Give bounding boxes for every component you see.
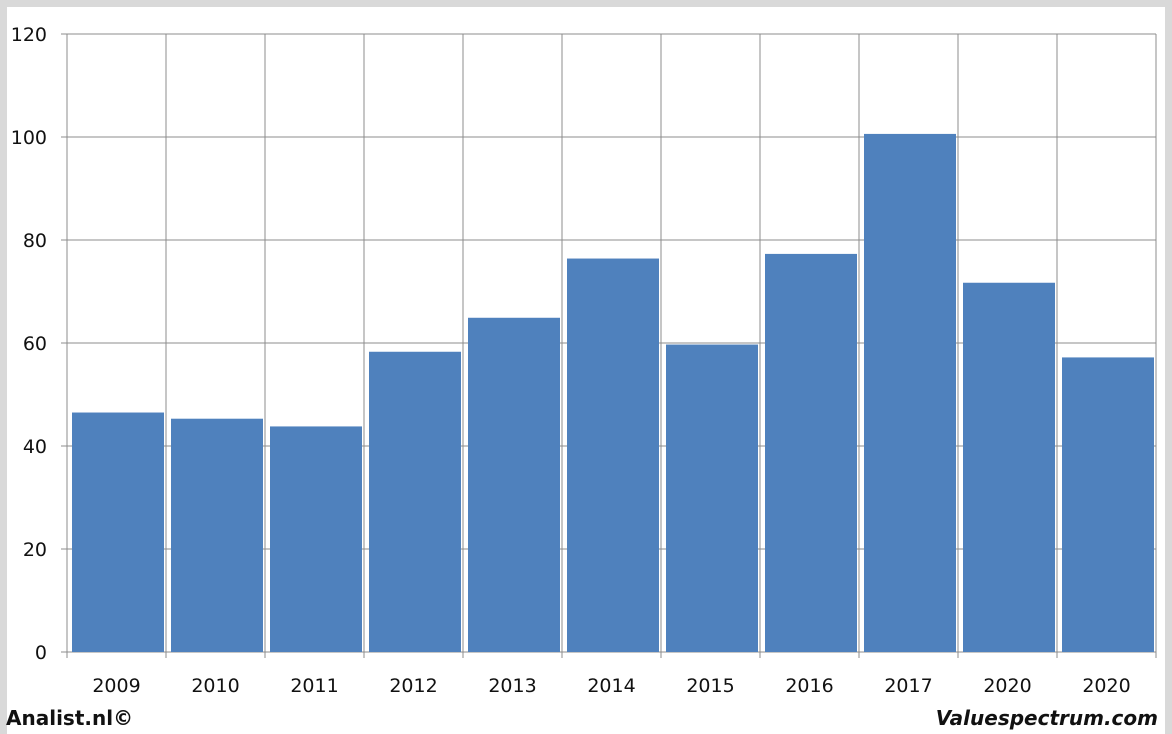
bar-2011 [270, 426, 362, 652]
y-tick-label: 100 [11, 127, 47, 149]
bar-2020 [1062, 357, 1154, 652]
bar-2015 [666, 344, 758, 652]
analist-credit: Analist.nl© [6, 706, 134, 730]
y-tick-label: 20 [23, 539, 47, 561]
x-tick-label: 2017 [884, 675, 932, 697]
y-tick-label: 0 [35, 642, 47, 664]
y-tick-label: 60 [23, 333, 47, 355]
x-tick-label: 2013 [488, 675, 536, 697]
bar-2012 [369, 351, 461, 652]
bar-2010 [171, 418, 263, 652]
x-tick-label: 2009 [92, 675, 140, 697]
y-tick-label: 40 [23, 436, 47, 458]
x-tick-label: 2011 [290, 675, 338, 697]
x-tick-label: 2020 [983, 675, 1031, 697]
valuespectrum-credit: Valuespectrum.com [935, 706, 1158, 730]
x-tick-label: 2012 [389, 675, 437, 697]
y-tick-label: 80 [23, 230, 47, 252]
bar-2020 [963, 282, 1055, 652]
x-tick-label: 2014 [587, 675, 635, 697]
x-tick-label: 2015 [686, 675, 734, 697]
bar-2016 [765, 253, 857, 652]
bar-2009 [72, 412, 164, 652]
bar-2017 [864, 133, 956, 652]
x-tick-label: 2020 [1082, 675, 1130, 697]
bar-2014 [567, 258, 659, 652]
x-tick-label: 2010 [191, 675, 239, 697]
x-tick-label: 2016 [785, 675, 833, 697]
bar-2013 [468, 317, 560, 652]
y-tick-label: 120 [11, 24, 47, 46]
